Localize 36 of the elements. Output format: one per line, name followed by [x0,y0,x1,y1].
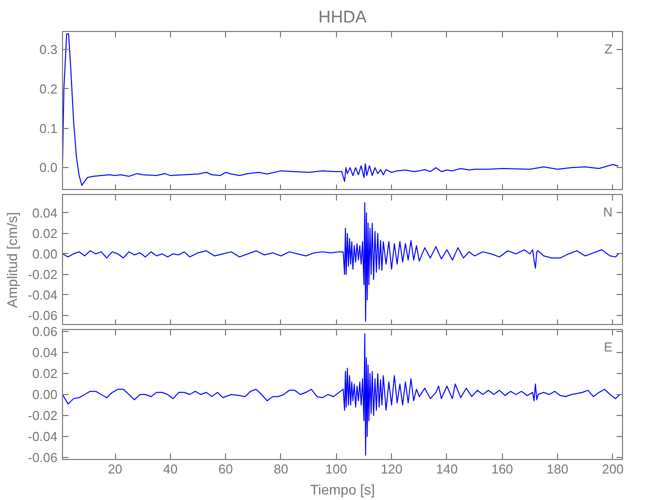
y-tick-label: -0.04 [28,287,58,302]
x-tick-label: 200 [602,462,624,476]
y-tick-label: -0.02 [28,408,58,423]
x-tick-label: 40 [163,462,178,476]
y-tick-label: 0.02 [32,366,58,382]
x-tick-label: 60 [218,462,233,476]
x-tick-label: 80 [274,462,288,476]
y-tick-label: 0.04 [32,205,58,220]
x-tick-label: 140 [436,462,458,476]
chart-title: HHDA [318,8,368,26]
y-axis-title: Amplitud [cm/s] [4,212,20,308]
y-tick-label: -0.06 [28,308,58,323]
y-tick-label: -0.02 [28,266,58,282]
y-tick-label: 0.1 [39,120,58,136]
y-tick-label: -0.06 [28,450,58,465]
y-tick-label: 0.0 [39,160,58,176]
annotation: Z [604,42,613,56]
y-tick-label: 0.3 [39,42,58,58]
line-series [62,333,620,456]
x-tick-label: 100 [325,462,348,476]
y-tick-label: 0.04 [32,345,58,360]
x-tick-label: 120 [380,462,402,476]
y-tick-label: 0.06 [32,324,58,340]
y-tick-label: -0.04 [28,428,58,444]
x-axis-title: Tiempo [s] [310,482,375,498]
y-tick-label: 0.2 [39,81,58,96]
y-tick-label: 0.00 [32,246,58,262]
annotation: N [603,204,612,220]
line-series [62,202,619,322]
y-tick-label: 0.02 [32,226,58,241]
x-tick-label: 20 [108,462,122,476]
x-tick-label: 180 [546,462,568,476]
line-series [62,33,619,186]
y-tick-label: 0.00 [32,387,58,402]
annotation: E [604,340,613,354]
x-tick-label: 160 [491,462,514,476]
